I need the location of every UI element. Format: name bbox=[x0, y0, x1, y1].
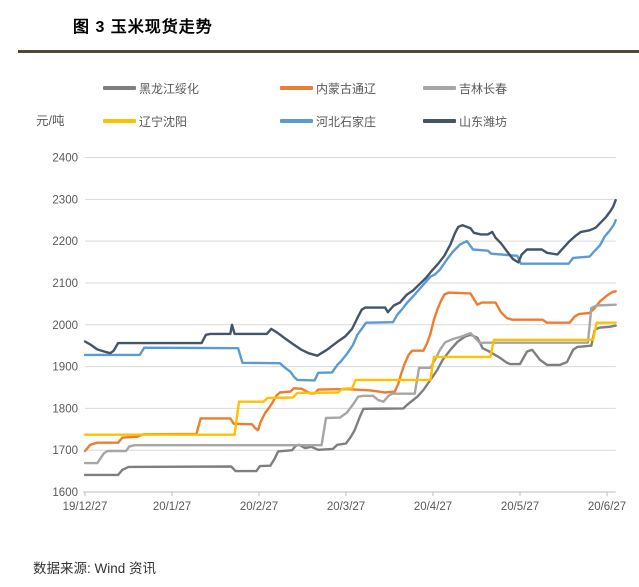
legend-item-liaoning-shenyang: 辽宁沈阳 bbox=[103, 114, 188, 129]
legend-line-swatch bbox=[423, 86, 456, 90]
legend-label: 吉林长春 bbox=[459, 81, 508, 96]
legend-line-swatch bbox=[280, 119, 313, 123]
y-axis-unit-label: 元/吨 bbox=[36, 114, 65, 128]
y-axis-labels: 1600 1700 1800 1900 2000 2100 2200 2300 2400 bbox=[52, 153, 78, 500]
svg-text:2100: 2100 bbox=[52, 278, 78, 290]
legend-line-swatch bbox=[423, 119, 456, 123]
legend-label: 山东潍坊 bbox=[459, 114, 508, 129]
legend-item-neimenggu-tongliao: 内蒙古通辽 bbox=[280, 81, 377, 96]
legend-item-shandong-weifang: 山东潍坊 bbox=[423, 114, 508, 129]
series-line-吉林长春 bbox=[83, 303, 617, 465]
svg-text:1700: 1700 bbox=[52, 445, 78, 457]
page-title: 图 3 玉米现货走势 bbox=[73, 19, 213, 36]
data-source-note: 数据来源: Wind 资讯 bbox=[33, 561, 157, 576]
svg-text:1800: 1800 bbox=[52, 403, 78, 415]
legend-item-hebei-shijiazhuang: 河北石家庄 bbox=[280, 114, 377, 129]
svg-text:2000: 2000 bbox=[52, 320, 78, 332]
legend-line-swatch bbox=[103, 86, 136, 90]
svg-text:20/5/27: 20/5/27 bbox=[501, 501, 539, 513]
svg-text:20/6/27: 20/6/27 bbox=[588, 501, 626, 513]
legend-item-jilin-changchun: 吉林长春 bbox=[423, 81, 508, 96]
series-line-山东潍坊 bbox=[83, 198, 617, 357]
title-separator-rule bbox=[18, 50, 639, 53]
svg-text:1600: 1600 bbox=[52, 487, 78, 499]
svg-text:20/2/27: 20/2/27 bbox=[240, 501, 278, 513]
x-axis-labels: 19/12/27 20/1/27 20/2/27 20/3/27 20/4/27 20/5… bbox=[63, 501, 627, 513]
legend-item-heilongjiang-suihua: 黑龙江绥化 bbox=[103, 81, 200, 96]
legend-line-swatch bbox=[280, 86, 313, 90]
series-line-内蒙古通辽 bbox=[83, 290, 617, 453]
gridlines bbox=[85, 157, 616, 451]
svg-text:20/3/27: 20/3/27 bbox=[327, 501, 365, 513]
svg-text:19/12/27: 19/12/27 bbox=[63, 501, 108, 513]
svg-text:20/1/27: 20/1/27 bbox=[153, 501, 191, 513]
legend-label: 内蒙古通辽 bbox=[316, 81, 377, 96]
legend-line-swatch bbox=[103, 119, 136, 123]
series-line-河北石家庄 bbox=[83, 218, 617, 382]
legend-label: 河北石家庄 bbox=[316, 114, 377, 129]
x-axis bbox=[83, 491, 616, 496]
legend-label: 黑龙江绥化 bbox=[139, 81, 200, 96]
svg-text:2300: 2300 bbox=[52, 194, 78, 206]
svg-text:20/4/27: 20/4/27 bbox=[414, 501, 452, 513]
series-line-黑龙江绥化 bbox=[83, 324, 617, 477]
legend-label: 辽宁沈阳 bbox=[139, 114, 188, 129]
svg-text:2400: 2400 bbox=[52, 153, 78, 165]
svg-text:1900: 1900 bbox=[52, 362, 78, 374]
svg-text:2200: 2200 bbox=[52, 236, 78, 248]
series-line-辽宁沈阳 bbox=[83, 321, 617, 436]
